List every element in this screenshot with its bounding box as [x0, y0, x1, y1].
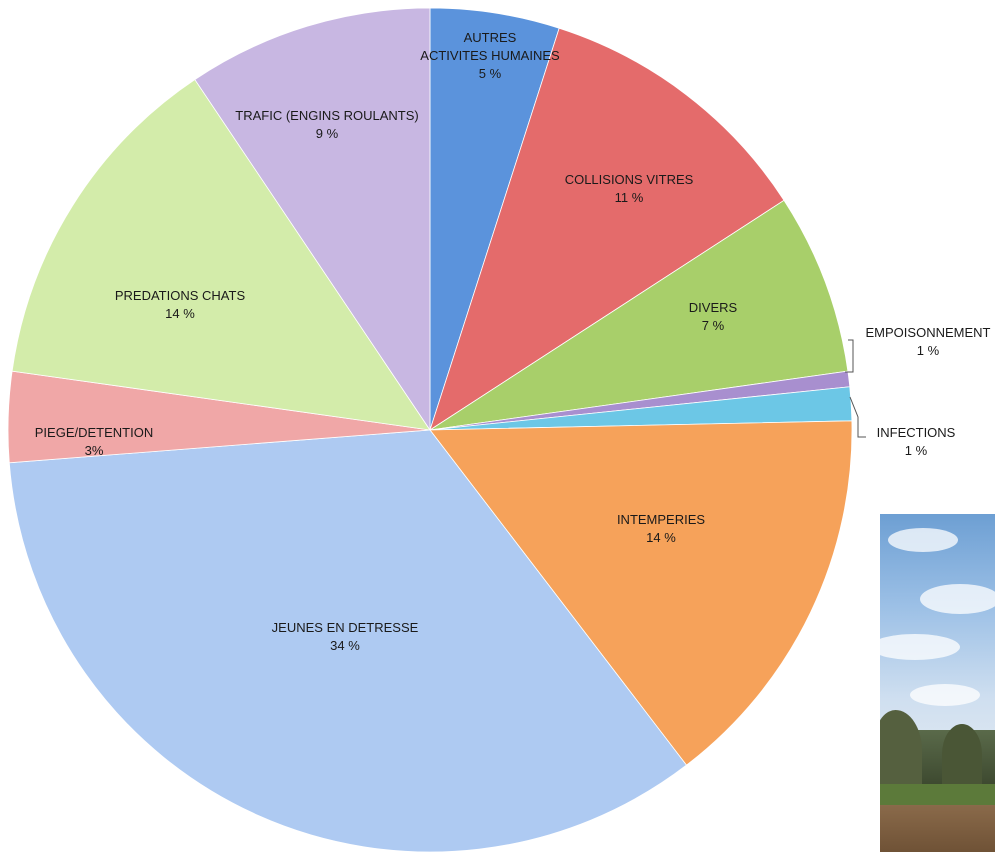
leader-line-empoisonnement	[845, 339, 854, 373]
label-intemperies: INTEMPERIES 14 %	[617, 512, 705, 545]
label-autres-activites-humaines: AUTRES ACTIVITES HUMAINES 5 %	[420, 30, 560, 81]
slice-predations-chats	[11, 79, 431, 431]
label-infections: INFECTIONS 1 %	[877, 425, 956, 458]
slice-intemperies	[429, 420, 853, 766]
slice-divers	[429, 199, 849, 431]
leader-line-infections	[849, 396, 866, 438]
label-predations-chats: PREDATIONS CHATS 14 %	[115, 288, 246, 321]
label-collisions-vitres: COLLISIONS VITRES 11 %	[565, 172, 694, 205]
landscape-photo	[880, 514, 995, 852]
slice-jeunes-en-detresse	[8, 429, 688, 852]
label-trafic-engins-roulants: TRAFIC (ENGINS ROULANTS) 9 %	[235, 108, 418, 141]
label-empoisonnement: EMPOISONNEMENT 1 %	[866, 325, 991, 358]
label-jeunes-en-detresse: JEUNES EN DETRESSE 34 %	[272, 620, 419, 653]
label-piege-detention: PIEGE/DETENTION 3%	[35, 425, 153, 458]
label-divers: DIVERS 7 %	[689, 300, 738, 333]
slice-trafic-engins-roulants	[194, 7, 431, 432]
slice-collisions-vitres	[429, 27, 785, 431]
